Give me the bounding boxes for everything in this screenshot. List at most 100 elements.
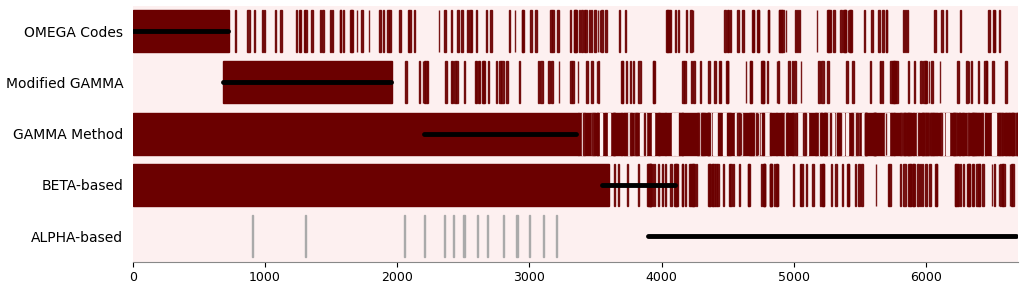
- Bar: [888, 164, 890, 206]
- Bar: [804, 113, 806, 155]
- Bar: [836, 113, 838, 155]
- Bar: [280, 10, 282, 52]
- Bar: [925, 164, 927, 206]
- Bar: [976, 164, 978, 206]
- Bar: [133, 113, 1019, 155]
- Bar: [672, 113, 675, 155]
- Bar: [874, 113, 876, 155]
- Bar: [444, 10, 445, 52]
- Bar: [707, 113, 709, 155]
- Bar: [133, 164, 608, 206]
- Bar: [737, 113, 739, 155]
- Bar: [591, 61, 593, 104]
- Bar: [762, 113, 764, 155]
- Bar: [918, 164, 920, 206]
- Bar: [319, 10, 322, 52]
- Bar: [1000, 113, 1001, 155]
- Bar: [724, 10, 726, 52]
- Bar: [957, 61, 959, 104]
- Bar: [903, 113, 905, 155]
- Bar: [994, 113, 996, 155]
- Bar: [984, 61, 987, 104]
- Bar: [955, 164, 956, 206]
- Bar: [803, 113, 804, 155]
- Bar: [670, 164, 672, 206]
- Bar: [613, 113, 614, 155]
- Bar: [548, 61, 550, 104]
- Bar: [935, 164, 937, 206]
- Bar: [978, 164, 980, 206]
- Bar: [1011, 164, 1013, 206]
- Bar: [926, 113, 929, 155]
- Bar: [651, 164, 653, 206]
- Bar: [972, 113, 974, 155]
- Bar: [824, 113, 826, 155]
- Bar: [476, 215, 477, 257]
- Bar: [904, 113, 906, 155]
- Bar: [304, 10, 305, 52]
- Bar: [649, 164, 651, 206]
- Bar: [966, 61, 968, 104]
- Bar: [933, 113, 935, 155]
- Bar: [349, 10, 351, 52]
- Bar: [778, 10, 780, 52]
- Bar: [709, 113, 711, 155]
- Bar: [667, 10, 669, 52]
- Bar: [594, 10, 596, 52]
- Bar: [1016, 113, 1018, 155]
- Bar: [403, 215, 406, 257]
- Bar: [953, 113, 954, 155]
- Bar: [682, 164, 683, 206]
- Bar: [351, 10, 353, 52]
- Bar: [424, 215, 425, 257]
- Bar: [406, 61, 408, 104]
- Bar: [936, 164, 937, 206]
- Bar: [570, 61, 572, 104]
- Bar: [967, 164, 969, 206]
- Bar: [795, 10, 797, 52]
- Bar: [535, 10, 537, 52]
- Bar: [865, 113, 867, 155]
- Bar: [476, 10, 477, 52]
- Bar: [713, 113, 716, 155]
- Bar: [1017, 113, 1018, 155]
- Bar: [988, 10, 990, 52]
- Bar: [795, 61, 797, 104]
- Bar: [847, 164, 849, 206]
- Bar: [387, 10, 389, 52]
- Bar: [862, 113, 864, 155]
- Bar: [908, 164, 909, 206]
- Bar: [963, 113, 965, 155]
- Bar: [723, 164, 724, 206]
- Bar: [872, 113, 874, 155]
- Bar: [858, 164, 860, 206]
- Bar: [992, 61, 994, 104]
- Bar: [629, 113, 630, 155]
- Bar: [818, 61, 820, 104]
- Bar: [604, 10, 607, 52]
- Bar: [795, 113, 797, 155]
- Bar: [740, 113, 741, 155]
- Bar: [1001, 113, 1004, 155]
- Bar: [296, 10, 297, 52]
- Bar: [652, 113, 654, 155]
- Bar: [948, 113, 949, 155]
- Bar: [409, 10, 411, 52]
- Bar: [871, 10, 872, 52]
- Bar: [461, 10, 463, 52]
- Bar: [638, 61, 641, 104]
- Bar: [839, 113, 841, 155]
- Bar: [842, 113, 844, 155]
- Bar: [981, 113, 983, 155]
- Bar: [955, 113, 957, 155]
- Bar: [133, 61, 1019, 104]
- Bar: [543, 215, 544, 257]
- Bar: [829, 10, 831, 52]
- Bar: [821, 164, 823, 206]
- Bar: [886, 113, 889, 155]
- Bar: [828, 113, 830, 155]
- Bar: [454, 61, 456, 104]
- Bar: [941, 113, 944, 155]
- Bar: [456, 61, 458, 104]
- Bar: [913, 164, 914, 206]
